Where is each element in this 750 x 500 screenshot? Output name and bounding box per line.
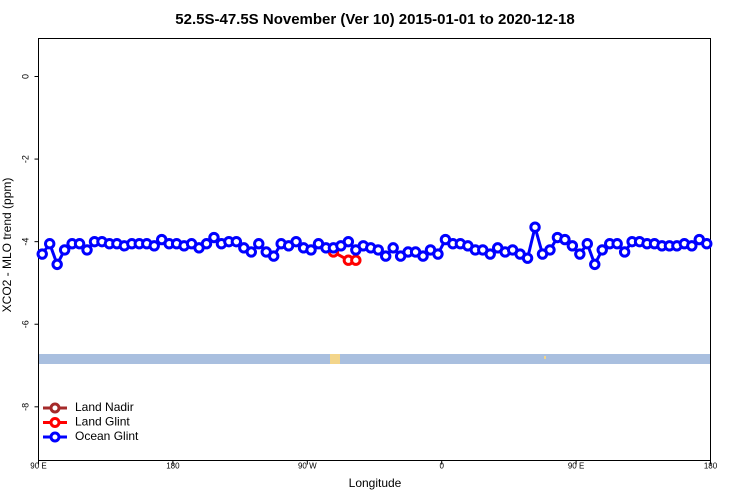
marker bbox=[596, 244, 608, 256]
plot-frame bbox=[38, 38, 711, 461]
marker bbox=[245, 246, 258, 258]
marker bbox=[44, 238, 56, 250]
marker bbox=[544, 244, 556, 256]
marker bbox=[581, 238, 593, 250]
marker bbox=[387, 242, 399, 254]
y-tick-label: -4 bbox=[20, 238, 30, 246]
legend-marker bbox=[49, 402, 61, 414]
marker bbox=[521, 252, 534, 264]
marker bbox=[417, 250, 429, 262]
legend-marker bbox=[49, 431, 61, 443]
y-tick-label: -2 bbox=[20, 155, 30, 163]
marker bbox=[230, 235, 243, 248]
x-tick-label: 0 bbox=[439, 462, 444, 471]
marker bbox=[589, 258, 601, 271]
y-tick-label: 0 bbox=[20, 74, 30, 79]
marker bbox=[305, 244, 317, 256]
marker bbox=[208, 231, 220, 244]
marker bbox=[611, 238, 623, 250]
marker bbox=[686, 240, 698, 252]
marker bbox=[432, 248, 444, 260]
legend-label: Land Glint bbox=[75, 415, 130, 429]
marker bbox=[268, 250, 280, 262]
x-tick-label: 90 W bbox=[298, 462, 317, 471]
marker bbox=[73, 238, 86, 250]
marker bbox=[574, 248, 586, 260]
land-mask-land bbox=[544, 356, 546, 359]
marker bbox=[51, 258, 63, 271]
x-tick-label: 180 bbox=[704, 462, 718, 471]
marker bbox=[200, 238, 213, 250]
marker bbox=[566, 240, 579, 252]
marker bbox=[618, 246, 631, 258]
x-tick-label: 90 E bbox=[30, 462, 46, 471]
marker bbox=[701, 238, 713, 250]
marker bbox=[529, 221, 541, 233]
marker bbox=[253, 238, 265, 250]
legend-marker bbox=[49, 417, 61, 428]
marker bbox=[81, 244, 93, 256]
marker bbox=[290, 235, 302, 248]
marker bbox=[36, 248, 48, 260]
marker bbox=[372, 244, 384, 256]
marker bbox=[380, 250, 392, 262]
land-mask-land bbox=[330, 354, 340, 364]
y-tick-label: -6 bbox=[20, 320, 30, 328]
land-mask-band bbox=[38, 354, 711, 364]
marker bbox=[559, 233, 571, 246]
x-axis-label: Longitude bbox=[349, 476, 402, 490]
marker bbox=[342, 235, 355, 248]
y-axis-label: XCO2 - MLO trend (ppm) bbox=[0, 178, 14, 313]
marker bbox=[484, 248, 496, 260]
x-tick-label: 90 E bbox=[568, 462, 584, 471]
chart-title: 52.5S-47.5S November (Ver 10) 2015-01-01… bbox=[175, 11, 574, 28]
y-tick-label: -8 bbox=[20, 403, 30, 411]
x-tick-label: 180 bbox=[166, 462, 180, 471]
marker bbox=[58, 244, 71, 256]
marker bbox=[148, 240, 160, 252]
legend-label: Land Nadir bbox=[75, 400, 134, 414]
marker bbox=[350, 254, 362, 266]
legend-label: Ocean Glint bbox=[75, 429, 139, 443]
